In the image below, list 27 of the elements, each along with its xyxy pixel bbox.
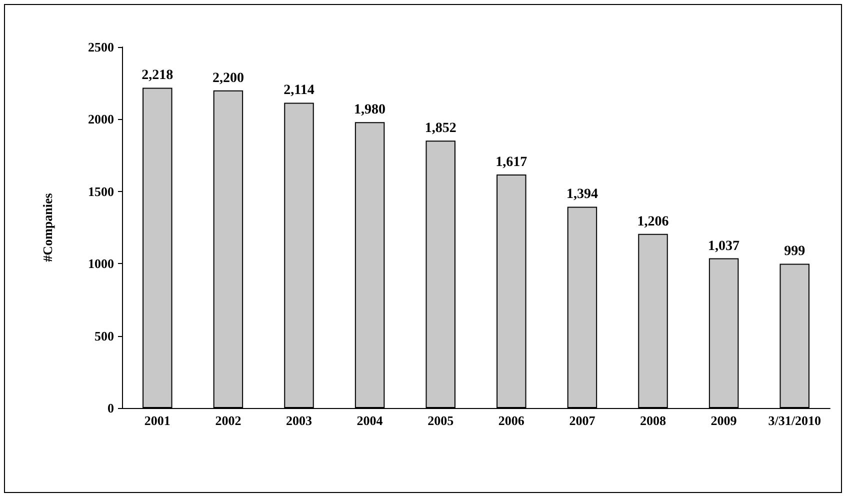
data-label: 1,617 — [496, 155, 528, 170]
x-tick-label: 2008 — [640, 413, 666, 428]
data-label: 2,114 — [284, 83, 314, 98]
x-tick-label: 2006 — [498, 413, 525, 428]
x-tick-label: 3/31/2010 — [768, 413, 821, 428]
y-tick-label: 1000 — [88, 256, 114, 272]
x-tick-label: 2002 — [215, 413, 242, 428]
x-tick-label: 2003 — [286, 413, 312, 428]
data-label: 1,394 — [566, 187, 598, 202]
data-label: 1,980 — [354, 102, 386, 118]
y-tick-label: 2500 — [88, 40, 114, 54]
x-tick-label: 2007 — [569, 413, 596, 428]
x-tick-label: 2009 — [710, 413, 738, 428]
data-label: 2,200 — [212, 70, 244, 86]
y-tick-label: 0 — [108, 400, 114, 416]
x-tick-label: 2004 — [356, 413, 384, 428]
x-tick-label: 2001 — [144, 413, 170, 428]
y-tick-label: 1500 — [88, 184, 114, 199]
y-tick-label: 2000 — [88, 112, 114, 127]
x-tick-label: 2005 — [428, 413, 454, 428]
data-label: 2,218 — [142, 68, 174, 84]
data-label: 1,206 — [637, 214, 669, 230]
data-label: 1,852 — [424, 121, 456, 136]
data-label: 1,037 — [708, 238, 740, 254]
y-tick-label: 500 — [94, 328, 114, 344]
data-label: 999 — [784, 244, 806, 260]
y-axis-title: #Companies — [40, 193, 55, 262]
